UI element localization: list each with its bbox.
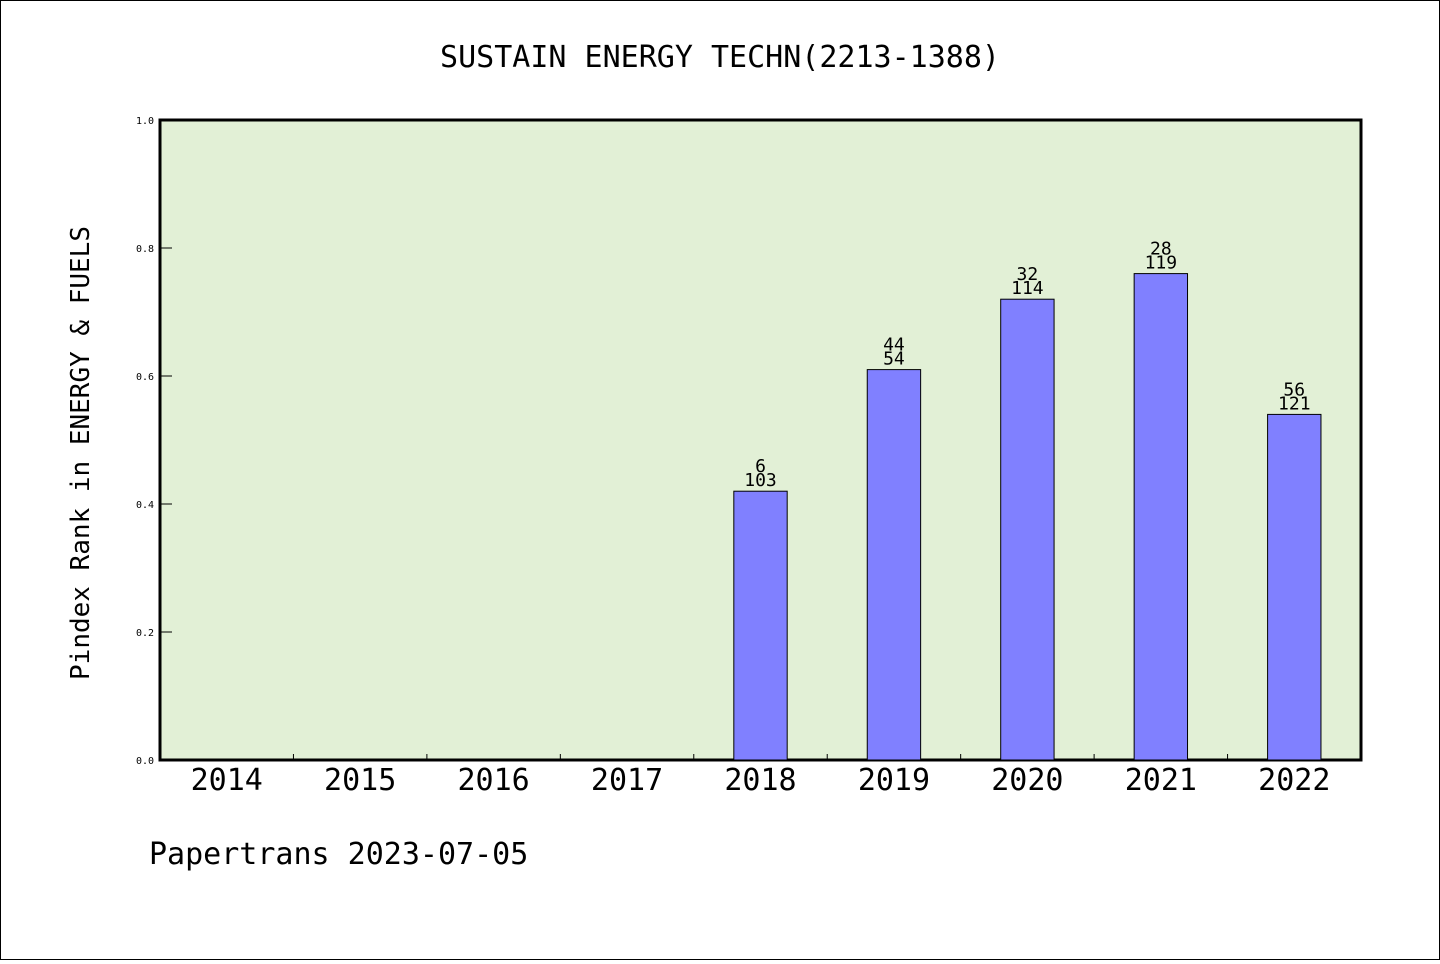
x-tick-label-2017: 2017 [591, 763, 663, 798]
x-tick-label-2021: 2021 [1125, 763, 1197, 798]
bar-label-bottom-2018: 103 [744, 470, 777, 491]
bar-label-top-2019: 44 [883, 335, 905, 356]
x-axis-ticks: 2014 2015 2016 2017 2018 2019 2020 2021 2022 [191, 754, 1330, 798]
y-tick-label-0.2: 0.2 [136, 628, 154, 639]
x-tick-label-2020: 2020 [991, 763, 1063, 798]
bar-label-top-2021: 28 [1150, 239, 1172, 260]
y-tick-label-1.0: 1.0 [136, 116, 154, 127]
y-tick-label-0.6: 0.6 [136, 372, 154, 383]
x-tick-label-2019: 2019 [858, 763, 930, 798]
bar-label-bottom-2020: 114 [1011, 278, 1044, 299]
bar-label-top-2022: 56 [1283, 379, 1305, 400]
x-tick-label-2014: 2014 [191, 763, 263, 798]
x-tick-label-2022: 2022 [1258, 763, 1330, 798]
y-tick-label-0.8: 0.8 [136, 244, 154, 255]
bar-2022 [1267, 413, 1322, 761]
x-tick-label-2015: 2015 [324, 763, 396, 798]
y-tick-label-0.4: 0.4 [136, 500, 154, 511]
bar-2021 [1133, 273, 1189, 761]
bars-layer [733, 273, 1322, 761]
bar-label-bottom-2022: 121 [1278, 393, 1311, 414]
footer-credit: Papertrans 2023-07-05 [149, 837, 528, 872]
bar-label-top-2018: 6 [755, 456, 766, 477]
y-axis-ticks: 0.0 0.2 0.4 0.6 0.8 1.0 [136, 116, 172, 767]
bar-2018 [733, 490, 788, 761]
y-tick-label-0.0: 0.0 [136, 756, 154, 767]
y-axis-label: Pindex Rank in ENERGY & FUELS [66, 226, 96, 680]
bar-2019 [866, 369, 922, 761]
chart-title: SUSTAIN ENERGY TECHN(2213-1388) [440, 40, 1000, 75]
bar-label-bottom-2019: 54 [883, 349, 905, 370]
bar-2020 [1000, 298, 1055, 761]
x-tick-label-2016: 2016 [457, 763, 529, 798]
bar-label-bottom-2021: 119 [1145, 253, 1178, 274]
bar-label-top-2020: 32 [1017, 264, 1039, 285]
x-tick-label-2018: 2018 [724, 763, 796, 798]
